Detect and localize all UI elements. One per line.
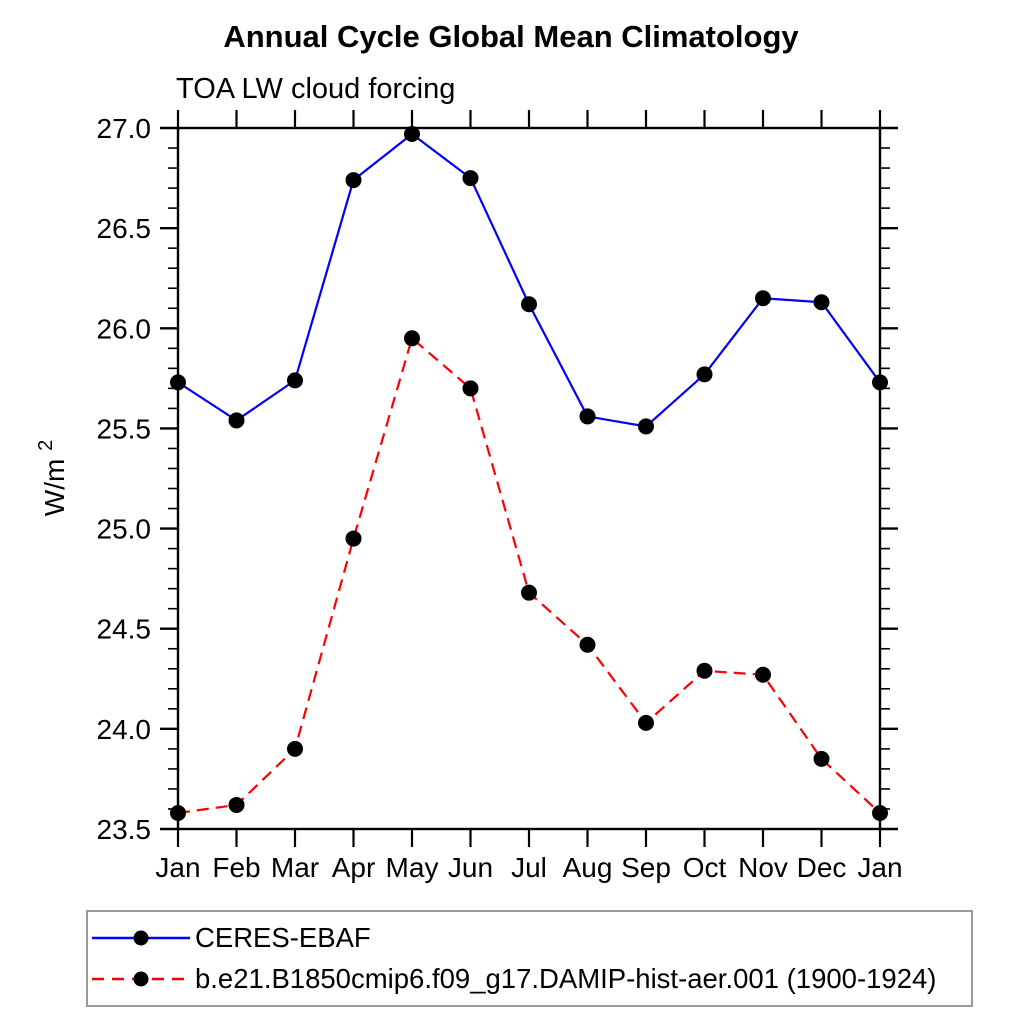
y-tick-label: 26.5	[97, 213, 152, 244]
data-point-marker	[170, 374, 186, 391]
data-point-marker	[228, 412, 245, 429]
chart-subtitle: TOA LW cloud forcing	[176, 73, 455, 105]
data-point-marker	[872, 804, 888, 821]
x-tick-label: Jan	[857, 852, 902, 883]
x-tick-label: May	[386, 852, 439, 883]
x-tick-label: Oct	[683, 852, 727, 883]
y-tick-label: 25.5	[97, 413, 152, 444]
data-point-marker	[579, 408, 596, 425]
legend-row-ceres: CERES-EBAF	[88, 917, 971, 958]
data-point-marker	[579, 636, 596, 653]
x-tick-label: Aug	[563, 852, 613, 883]
y-tick-label: 24.5	[97, 614, 152, 645]
y-tick-label: 24.0	[97, 714, 152, 745]
y-axis-label-exponent: 2	[35, 440, 57, 451]
data-point-marker	[813, 750, 830, 767]
data-point-marker	[638, 714, 654, 731]
x-tick-label: Jul	[511, 852, 547, 883]
plot-frame	[176, 126, 882, 831]
series-line-1	[177, 336, 881, 815]
legend-label-ceres: CERES-EBAF	[195, 921, 371, 953]
data-point-marker	[170, 804, 186, 821]
data-point-marker	[755, 666, 771, 683]
y-axis-label-base: W/m	[39, 459, 70, 517]
y-tick-label: 27.0	[97, 113, 152, 144]
y-tick-label: 23.5	[97, 814, 152, 845]
x-tick-label: Jan	[155, 852, 200, 883]
x-tick-label: Jun	[448, 852, 493, 883]
data-point-marker	[696, 366, 713, 383]
legend: CERES-EBAF b.e21.B1850cmip6.f09_g17.DAMI…	[86, 910, 973, 1007]
data-point-marker	[521, 584, 537, 601]
data-point-marker	[345, 172, 362, 189]
axes-layer: 23.5 24.0 24.5 25.0 25.5 26.0 26.5 27.0 Jan Feb Ma…	[97, 110, 903, 883]
data-point-marker	[638, 418, 654, 435]
x-tick-label: Apr	[332, 852, 376, 883]
x-tick-label: Sep	[621, 852, 671, 883]
y-tick-label: 25.0	[97, 514, 152, 545]
data-point-marker	[345, 530, 362, 547]
data-point-marker	[813, 294, 830, 311]
data-point-marker	[404, 126, 420, 143]
data-point-marker	[872, 374, 888, 391]
data-point-marker	[462, 380, 479, 397]
data-point-marker	[521, 296, 537, 313]
x-tick-label: Nov	[738, 852, 788, 883]
series-line-0	[177, 132, 881, 428]
legend-label-model: b.e21.B1850cmip6.f09_g17.DAMIP-hist-aer.…	[195, 962, 937, 994]
x-tick-label: Mar	[271, 852, 319, 883]
x-tick-label: Feb	[212, 852, 260, 883]
data-point-marker	[755, 290, 771, 307]
chart-title: Annual Cycle Global Mean Climatology	[223, 19, 799, 54]
series-layer	[170, 126, 888, 821]
x-tick-label: Dec	[797, 852, 847, 883]
legend-line-sample-solid	[92, 930, 190, 945]
data-point-marker	[696, 662, 713, 679]
legend-line-sample-dashed	[92, 971, 190, 986]
y-tick-label: 26.0	[97, 313, 152, 344]
y-axis-label: W/m 2	[35, 440, 70, 516]
data-point-marker	[462, 170, 479, 187]
data-point-marker	[228, 796, 245, 813]
legend-row-model: b.e21.B1850cmip6.f09_g17.DAMIP-hist-aer.…	[88, 958, 971, 999]
data-point-marker	[287, 372, 303, 389]
data-point-marker	[287, 740, 303, 757]
data-point-marker	[404, 330, 420, 347]
